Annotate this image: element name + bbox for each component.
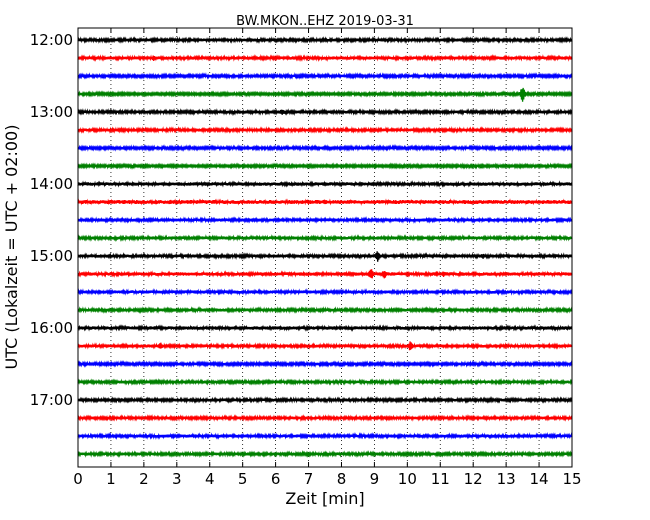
x-tick-label: 3: [172, 470, 182, 488]
trace-1715: [77, 414, 573, 422]
trace-1600: [77, 324, 573, 332]
trace-1330: [77, 144, 573, 152]
y-tick-label: 12:00: [30, 31, 73, 49]
trace-1700: [77, 395, 573, 405]
x-axis-label: Zeit [min]: [285, 489, 364, 508]
trace-1545: [77, 306, 573, 315]
trace-1745: [77, 450, 573, 458]
x-tick-label: 15: [562, 470, 581, 488]
trace-1200: [77, 36, 573, 44]
x-tick-label: 4: [205, 470, 215, 488]
trace-1315: [77, 125, 573, 134]
x-tick-label: 7: [304, 470, 314, 488]
trace-1215: [77, 53, 573, 62]
trace-1615: [77, 341, 573, 351]
x-tick-label: 6: [271, 470, 281, 488]
trace-1300: [77, 108, 573, 117]
y-axis-ticks: 12:00 13:00 14:00 15:00 16:00 17:00: [30, 31, 572, 409]
x-tick-label: 1: [106, 470, 116, 488]
seismic-traces: [77, 36, 573, 458]
x-tick-label: 9: [370, 470, 380, 488]
trace-1230: [77, 72, 573, 80]
x-tick-label: 14: [530, 470, 549, 488]
x-tick-label: 2: [139, 470, 149, 488]
x-tick-label: 0: [73, 470, 83, 488]
trace-1645: [77, 378, 573, 386]
x-axis-ticks: 0 1 2 3 4 5 6 7 8 9 10 11 12 13 14 15: [73, 28, 582, 488]
trace-1345: [77, 162, 573, 170]
trace-1415: [77, 198, 573, 206]
trace-1400: [77, 180, 573, 188]
x-tick-label: 12: [464, 470, 483, 488]
trace-1245: [77, 87, 573, 102]
x-tick-label: 10: [398, 470, 417, 488]
trace-1515: [77, 269, 573, 279]
x-tick-label: 11: [431, 470, 450, 488]
trace-1445: [77, 234, 573, 243]
trace-1430: [77, 216, 573, 224]
x-tick-label: 8: [337, 470, 347, 488]
trace-1730: [77, 431, 573, 441]
trace-1630: [77, 360, 573, 368]
x-tick-label: 5: [238, 470, 248, 488]
x-tick-label: 13: [497, 470, 516, 488]
y-tick-label: 14:00: [30, 175, 73, 193]
trace-1500: [77, 251, 573, 262]
plot-frame: [77, 27, 573, 468]
y-tick-label: 13:00: [30, 103, 73, 121]
y-tick-label: 16:00: [30, 319, 73, 337]
trace-1530: [77, 288, 573, 296]
y-axis-label: UTC (Lokalzeit = UTC + 02:00): [2, 125, 21, 370]
y-tick-label: 17:00: [30, 391, 73, 409]
chart-title: BW.MKON..EHZ 2019-03-31: [236, 14, 414, 29]
y-tick-label: 15:00: [30, 247, 73, 265]
